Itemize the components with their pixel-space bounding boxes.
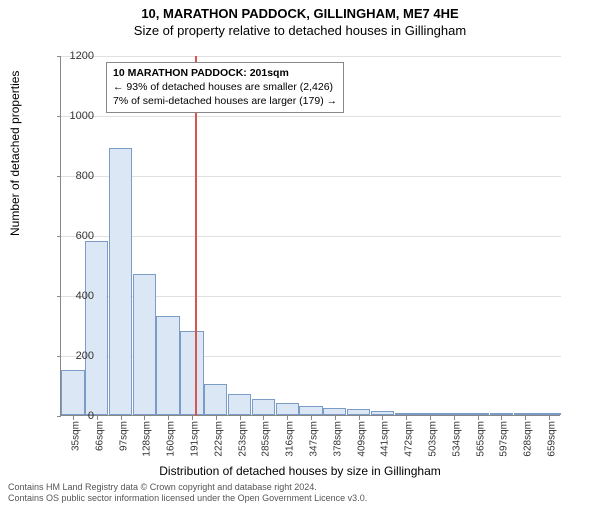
histogram-bar — [180, 331, 203, 415]
ytick-label: 200 — [54, 350, 94, 362]
xtick-mark — [430, 416, 431, 420]
xtick-mark — [406, 416, 407, 420]
xtick-label: 316sqm — [285, 421, 296, 457]
plot-region: 35sqm66sqm97sqm128sqm160sqm191sqm222sqm2… — [60, 56, 560, 416]
footer-attribution: Contains HM Land Registry data © Crown c… — [8, 482, 367, 504]
xtick-label: 409sqm — [356, 421, 367, 457]
xtick-label: 472sqm — [404, 421, 415, 457]
xtick-label: 441sqm — [380, 421, 391, 457]
xtick-label: 659sqm — [547, 421, 558, 457]
footer-line-2: Contains OS public sector information li… — [8, 493, 367, 504]
page-subtitle: Size of property relative to detached ho… — [0, 23, 600, 38]
xtick-label: 378sqm — [332, 421, 343, 457]
footer-line-1: Contains HM Land Registry data © Crown c… — [8, 482, 367, 493]
x-axis-label: Distribution of detached houses by size … — [0, 464, 600, 478]
xtick-label: 565sqm — [475, 421, 486, 457]
xtick-label: 35sqm — [70, 421, 81, 451]
histogram-bar — [109, 148, 132, 415]
ytick-label: 600 — [54, 230, 94, 242]
ytick-label: 400 — [54, 290, 94, 302]
histogram-bar — [466, 413, 489, 415]
xtick-label: 534sqm — [451, 421, 462, 457]
xtick-label: 597sqm — [499, 421, 510, 457]
histogram-bar — [276, 403, 299, 415]
histogram-bar — [61, 370, 84, 415]
ytick-label: 1000 — [54, 110, 94, 122]
xtick-mark — [311, 416, 312, 420]
xtick-mark — [144, 416, 145, 420]
xtick-mark — [525, 416, 526, 420]
xtick-label: 128sqm — [142, 421, 153, 457]
histogram-bar — [418, 413, 441, 415]
xtick-label: 503sqm — [428, 421, 439, 457]
xtick-label: 97sqm — [118, 421, 129, 451]
xtick-mark — [168, 416, 169, 420]
histogram-bar — [490, 413, 513, 415]
xtick-mark — [549, 416, 550, 420]
xtick-label: 285sqm — [261, 421, 272, 457]
xtick-mark — [216, 416, 217, 420]
xtick-label: 66sqm — [94, 421, 105, 451]
xtick-label: 222sqm — [213, 421, 224, 457]
xtick-mark — [192, 416, 193, 420]
ytick-label: 1200 — [54, 50, 94, 62]
ytick-label: 800 — [54, 170, 94, 182]
xtick-mark — [97, 416, 98, 420]
xtick-mark — [121, 416, 122, 420]
xtick-mark — [335, 416, 336, 420]
xtick-label: 628sqm — [523, 421, 534, 457]
gridline — [61, 176, 561, 177]
histogram-bar — [323, 408, 346, 416]
gridline — [61, 116, 561, 117]
xtick-label: 160sqm — [166, 421, 177, 457]
xtick-mark — [287, 416, 288, 420]
ytick-label: 0 — [54, 410, 94, 422]
histogram-bar — [537, 413, 560, 415]
xtick-label: 347sqm — [309, 421, 320, 457]
xtick-mark — [240, 416, 241, 420]
histogram-bar — [156, 316, 179, 415]
xtick-mark — [382, 416, 383, 420]
callout-line: 10 MARATHON PADDOCK: 201sqm — [113, 66, 337, 80]
xtick-mark — [263, 416, 264, 420]
histogram-bar — [133, 274, 156, 415]
xtick-label: 191sqm — [189, 421, 200, 457]
xtick-mark — [359, 416, 360, 420]
histogram-bar — [371, 411, 394, 416]
histogram-chart: 35sqm66sqm97sqm128sqm160sqm191sqm222sqm2… — [60, 56, 560, 416]
callout-box: 10 MARATHON PADDOCK: 201sqm← 93% of deta… — [106, 62, 344, 113]
y-axis-label: Number of detached properties — [8, 71, 22, 236]
histogram-bar — [252, 399, 275, 416]
xtick-label: 253sqm — [237, 421, 248, 457]
gridline — [61, 56, 561, 57]
page-title: 10, MARATHON PADDOCK, GILLINGHAM, ME7 4H… — [0, 6, 600, 21]
histogram-bar — [85, 241, 108, 415]
histogram-bar — [228, 394, 251, 415]
histogram-bar — [514, 413, 537, 415]
histogram-bar — [395, 413, 418, 415]
histogram-bar — [442, 413, 465, 415]
callout-line: ← 93% of detached houses are smaller (2,… — [113, 80, 337, 94]
xtick-mark — [478, 416, 479, 420]
gridline — [61, 236, 561, 237]
histogram-bar — [347, 409, 370, 415]
histogram-bar — [204, 384, 227, 416]
xtick-mark — [454, 416, 455, 420]
histogram-bar — [299, 406, 322, 415]
callout-line: 7% of semi-detached houses are larger (1… — [113, 94, 337, 108]
xtick-mark — [501, 416, 502, 420]
